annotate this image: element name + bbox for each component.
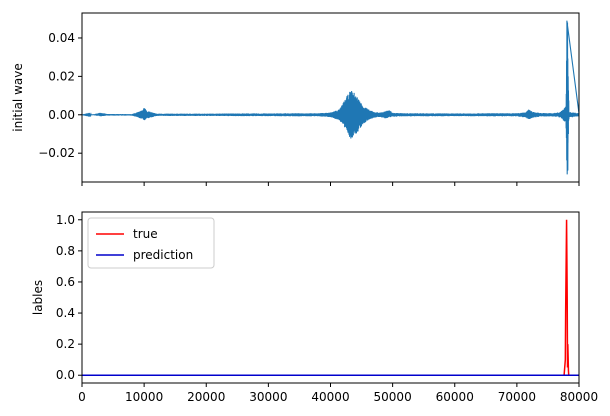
wave-y-tick-label: 0.02 [48,69,75,83]
wave-x-ticks [81,182,580,186]
labels-panel: 0.0 0.2 0.4 0.6 0.8 1.0 0 10000 20000 30000 40000… [31,211,598,404]
labels-x-tick-label: 70000 [498,390,536,404]
labels-x-tick-label: 30000 [249,390,287,404]
labels-y-axis-label: lables [31,280,45,315]
legend-label-prediction: prediction [133,248,193,262]
wave-plot-frame [81,12,580,183]
labels-y-tick-label: 0.2 [56,337,75,351]
wave-series [81,20,580,175]
series-line-true [82,219,579,376]
labels-y-tick-label: 0.4 [56,306,75,320]
labels-x-ticks: 0 10000 20000 30000 40000 50000 60000 70000 8000… [78,383,598,404]
labels-x-tick-label: 0 [78,390,86,404]
wave-panel: −0.02 0.00 0.02 0.04 initial wave [11,12,580,186]
labels-y-tick-label: 0.0 [56,368,75,382]
wave-y-ticks: −0.02 0.00 0.02 0.04 [38,31,82,160]
labels-x-tick-label: 80000 [560,390,598,404]
wave-line [81,20,580,175]
labels-x-tick-label: 20000 [187,390,225,404]
labels-x-tick-label: 60000 [436,390,474,404]
wave-y-tick-label: −0.02 [38,146,75,160]
labels-y-tick-label: 0.6 [56,275,75,289]
labels-y-tick-label: 1.0 [56,213,75,227]
wave-y-axis-label: initial wave [11,63,25,131]
wave-y-tick-label: 0.00 [48,108,75,122]
legend-label-true: true [133,227,158,241]
labels-y-tick-label: 0.8 [56,244,75,258]
labels-x-tick-label: 10000 [125,390,163,404]
labels-y-ticks: 0.0 0.2 0.4 0.6 0.8 1.0 [56,213,82,382]
labels-series [82,219,579,376]
labels-plot-frame [81,211,580,384]
legend: true prediction [87,217,215,269]
wave-y-tick-label: 0.04 [48,31,75,45]
labels-x-tick-label: 40000 [311,390,349,404]
labels-x-tick-label: 50000 [374,390,412,404]
